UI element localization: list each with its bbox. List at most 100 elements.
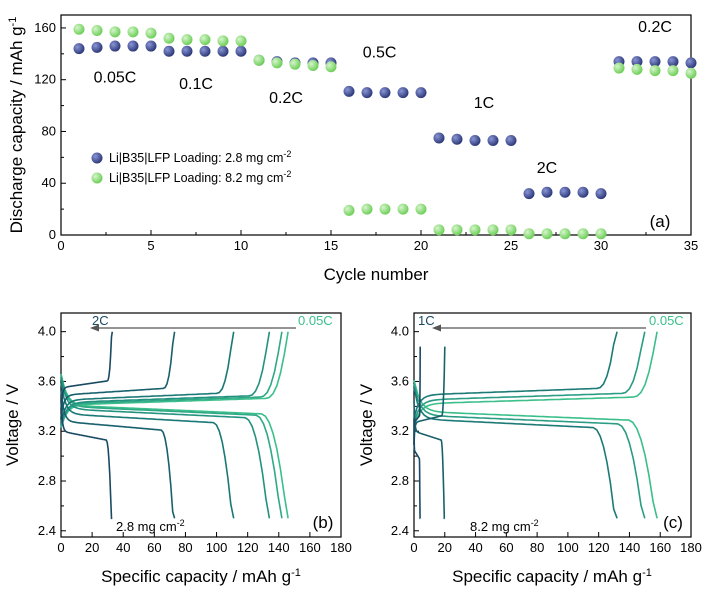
data-point-series-2: [145, 27, 157, 39]
panel-b-y-axis-title: Voltage / V: [3, 383, 22, 466]
x-tick-label: 40: [116, 540, 130, 555]
panel-c-label: (c): [663, 513, 683, 532]
data-point-series-2: [361, 203, 373, 215]
charge-curve: [60, 331, 235, 423]
data-point-series-2: [325, 61, 337, 73]
data-point-series-2: [397, 203, 409, 215]
charge-curve: [60, 331, 289, 428]
y-tick-label: 40: [42, 175, 56, 190]
discharge-curve: [413, 400, 446, 520]
x-tick-label: 60: [147, 540, 161, 555]
discharge-curve: [413, 383, 646, 519]
data-point-series-1: [397, 87, 409, 99]
x-tick-label: 60: [499, 540, 513, 555]
data-point-series-1: [595, 188, 607, 200]
panel-a-x-axis-title: Cycle number: [324, 265, 429, 284]
data-point-series-2: [163, 32, 175, 44]
panel-b-annotation: 2.8 mg cm-2: [116, 518, 185, 534]
data-point-series-2: [613, 62, 625, 74]
y-tick-label: 3.6: [391, 373, 409, 388]
data-point-series-2: [217, 35, 229, 47]
x-tick-label: 20: [85, 540, 99, 555]
x-tick-label: 140: [619, 540, 641, 555]
discharge-curve: [60, 400, 113, 520]
y-tick-label: 2.8: [391, 473, 409, 488]
y-tick-label: 3.2: [38, 423, 56, 438]
data-point-series-2: [487, 224, 499, 236]
rate-label: 2C: [537, 160, 557, 177]
discharge-curve: [60, 390, 176, 519]
charge-curve: [413, 346, 446, 445]
y-tick-label: 80: [42, 123, 56, 138]
data-point-series-1: [379, 87, 391, 99]
data-point-series-1: [181, 45, 193, 57]
rate-label: 0.05C: [94, 69, 137, 86]
x-tick-label: 80: [530, 540, 544, 555]
legend-label-series-1: Li|B35|LFP Loading: 2.8 mg cm-2: [109, 149, 291, 165]
legend-marker-series-2: [91, 172, 103, 184]
y-tick-label: 2.4: [38, 523, 56, 538]
charge-curve: [60, 331, 114, 411]
panel-c-chart: 0 20 40 60 80 100 120 140 160 1802.42.83.23.64.0 …: [357, 312, 702, 586]
data-point-series-2: [433, 224, 445, 236]
panel-c-curves: [413, 331, 658, 520]
data-point-series-2: [577, 228, 589, 240]
discharge-curve: [413, 387, 618, 519]
y-tick-label: 0: [49, 227, 56, 242]
data-point-series-2: [469, 224, 481, 236]
charge-curve: [60, 331, 271, 426]
x-tick-label: 0: [57, 238, 64, 253]
data-point-series-2: [199, 34, 211, 46]
y-tick-label: 160: [34, 20, 56, 35]
panel-b-chart: 0 20 40 60 80 100 120 140 160 1802.42.83.23.64.0 …: [3, 312, 352, 586]
data-point-series-2: [505, 224, 517, 236]
x-tick-label: 20: [438, 540, 452, 555]
x-tick-label: 160: [299, 540, 321, 555]
data-point-series-1: [523, 188, 535, 200]
panel-c-y-axis-title: Voltage / V: [357, 383, 376, 466]
data-point-series-2: [127, 26, 139, 38]
data-point-series-2: [253, 54, 265, 66]
x-tick-label: 40: [468, 540, 482, 555]
rate-label: 1C: [474, 95, 494, 112]
x-tick-label: 15: [324, 238, 338, 253]
data-point-series-2: [235, 35, 247, 47]
data-point-series-1: [649, 56, 661, 68]
data-point-series-2: [595, 228, 607, 240]
data-point-series-1: [91, 41, 103, 53]
x-tick-label: 10: [234, 238, 248, 253]
x-tick-label: 100: [206, 540, 228, 555]
panel-c-rate-arrow: 1C 0.05C: [418, 313, 684, 332]
panel-a-label: (a): [650, 212, 671, 231]
data-point-series-2: [181, 34, 193, 46]
data-point-series-1: [559, 186, 571, 198]
x-tick-label: 100: [557, 540, 579, 555]
x-tick-label: 30: [594, 238, 608, 253]
data-point-series-1: [577, 186, 589, 198]
data-point-series-1: [415, 87, 427, 99]
data-point-series-2: [271, 57, 283, 69]
x-tick-label: 5: [147, 238, 154, 253]
legend-marker-series-1: [91, 152, 103, 164]
x-tick-label: 160: [649, 540, 671, 555]
y-tick-label: 3.2: [391, 423, 409, 438]
rate-label: 0.1C: [179, 76, 213, 93]
rate-label: 0.2C: [638, 19, 672, 36]
data-point-series-1: [433, 132, 445, 144]
x-tick-label: 0: [57, 540, 64, 555]
data-point-series-2: [343, 204, 355, 216]
data-point-series-2: [649, 65, 661, 77]
data-point-series-2: [415, 203, 427, 215]
charge-curve: [413, 346, 421, 445]
x-tick-label: 35: [684, 238, 698, 253]
panel-b-arrow-head: [90, 324, 99, 332]
x-tick-label: 25: [504, 238, 518, 253]
panel-a-ticks: 0 5 10 15 20 25 30 35 0 40 80 120 160: [34, 20, 698, 253]
panel-c-arrow-right-label: 0.05C: [649, 313, 684, 328]
data-point-series-1: [235, 45, 247, 57]
discharge-curve: [413, 418, 421, 520]
discharge-curve: [60, 377, 271, 519]
legend-label-series-2: Li|B35|LFP Loading: 8.2 mg cm-2: [109, 169, 291, 185]
